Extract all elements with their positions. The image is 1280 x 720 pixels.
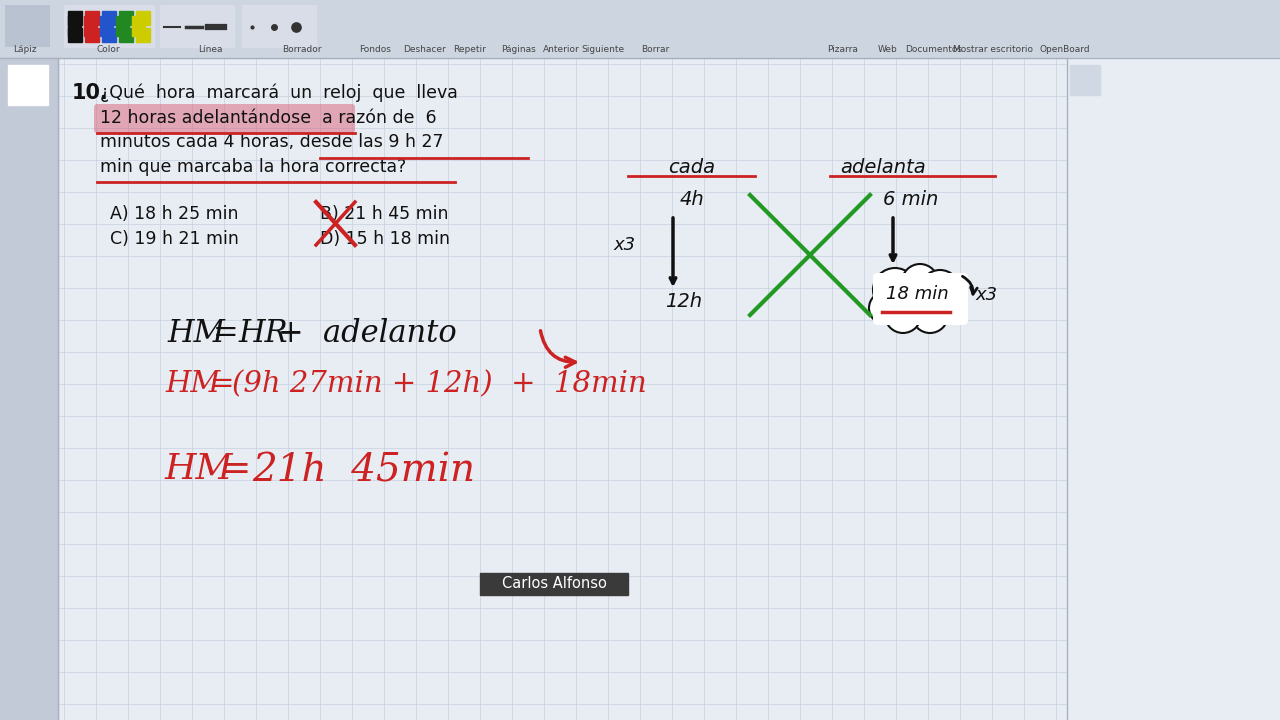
FancyBboxPatch shape	[873, 273, 968, 325]
Bar	[119, 11, 133, 25]
Text: =: =	[210, 370, 234, 398]
Bar	[132, 16, 145, 36]
Bar	[84, 28, 99, 42]
Text: ¿Qué  hora  marcará  un  reloj  que  lleva: ¿Qué hora marcará un reloj que lleva	[100, 83, 458, 102]
Text: OpenBoard: OpenBoard	[1039, 45, 1091, 54]
Text: minutos cada 4 horas, desde las 9 h 27: minutos cada 4 horas, desde las 9 h 27	[100, 133, 443, 151]
Bar	[68, 28, 82, 42]
Bar	[68, 11, 82, 25]
Circle shape	[884, 297, 922, 333]
Bar	[136, 28, 150, 42]
Bar	[84, 16, 97, 36]
Circle shape	[934, 289, 966, 321]
Bar	[64, 5, 154, 47]
Text: Línea: Línea	[197, 45, 223, 54]
Circle shape	[873, 268, 916, 312]
Text: 12h: 12h	[666, 292, 703, 311]
Text: (9h 27min + 12h)  +  18min: (9h 27min + 12h) + 18min	[232, 370, 646, 398]
Bar	[102, 11, 116, 25]
Circle shape	[911, 297, 948, 333]
FancyArrowPatch shape	[540, 330, 575, 367]
Bar	[242, 5, 316, 47]
Text: HM: HM	[166, 318, 225, 349]
Text: Páginas: Páginas	[502, 45, 536, 54]
Text: Documentos: Documentos	[905, 45, 963, 54]
Text: Anterior: Anterior	[543, 45, 580, 54]
Text: Color: Color	[96, 45, 120, 54]
Text: adelanta: adelanta	[840, 158, 925, 177]
Text: Mostrar escritorio: Mostrar escritorio	[954, 45, 1033, 54]
Bar	[100, 16, 113, 36]
Text: Lápiz: Lápiz	[13, 45, 37, 54]
Text: Borrador: Borrador	[283, 45, 321, 54]
FancyArrowPatch shape	[963, 276, 977, 294]
Text: Pizarra: Pizarra	[828, 45, 859, 54]
Circle shape	[920, 270, 960, 310]
Bar	[0, 58, 58, 720]
Bar	[136, 11, 150, 25]
Text: D) 15 h 18 min: D) 15 h 18 min	[320, 230, 451, 248]
FancyBboxPatch shape	[93, 104, 355, 133]
Bar	[160, 5, 234, 47]
Text: +  adelanto: + adelanto	[278, 318, 457, 349]
Bar	[0, 0, 1280, 58]
Bar	[8, 65, 49, 105]
Bar	[102, 28, 116, 42]
Text: Carlos Alfonso: Carlos Alfonso	[502, 577, 607, 592]
Bar	[84, 11, 99, 25]
Circle shape	[902, 264, 938, 300]
Circle shape	[869, 292, 901, 324]
Text: 10.: 10.	[72, 83, 109, 103]
Text: =: =	[220, 452, 251, 486]
Text: Fondos: Fondos	[360, 45, 390, 54]
Bar	[480, 573, 628, 595]
Text: cada: cada	[668, 158, 716, 177]
Text: 21h  45min: 21h 45min	[252, 452, 475, 489]
Text: Repetir: Repetir	[453, 45, 486, 54]
Bar	[68, 16, 81, 36]
Bar	[1070, 65, 1100, 95]
Text: 12 horas adelantándose  a razón de  6: 12 horas adelantándose a razón de 6	[100, 109, 436, 127]
Text: C) 19 h 21 min: C) 19 h 21 min	[110, 230, 239, 248]
Text: Web: Web	[878, 45, 897, 54]
Bar	[1068, 58, 1280, 720]
Text: HR: HR	[238, 318, 288, 349]
Text: =: =	[212, 318, 238, 349]
Text: A) 18 h 25 min: A) 18 h 25 min	[110, 205, 238, 223]
Text: Borrar: Borrar	[641, 45, 669, 54]
Text: HM: HM	[165, 370, 220, 398]
Text: min que marcaba la hora correcta?: min que marcaba la hora correcta?	[100, 158, 406, 176]
Text: 4h: 4h	[680, 190, 705, 209]
Text: B) 21 h 45 min: B) 21 h 45 min	[320, 205, 448, 223]
Text: HM: HM	[165, 452, 233, 486]
Text: 18 min: 18 min	[886, 285, 948, 303]
Bar	[119, 28, 133, 42]
Bar	[5, 5, 50, 47]
Text: Siguiente: Siguiente	[581, 45, 625, 54]
Text: 6 min: 6 min	[883, 190, 938, 209]
Text: x3: x3	[975, 286, 997, 304]
Text: Deshacer: Deshacer	[403, 45, 445, 54]
Bar	[116, 16, 129, 36]
Text: x3: x3	[613, 236, 635, 254]
